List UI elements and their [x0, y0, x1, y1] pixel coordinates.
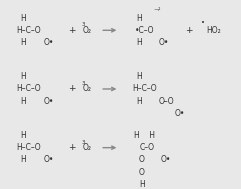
- Text: 3: 3: [81, 22, 85, 27]
- Text: H–C–O: H–C–O: [16, 143, 41, 152]
- Text: H: H: [139, 180, 145, 189]
- Text: •C–O: •C–O: [134, 26, 154, 35]
- Text: +: +: [68, 26, 75, 35]
- Text: H: H: [20, 14, 26, 22]
- Text: O₂: O₂: [83, 26, 92, 35]
- Text: O•: O•: [161, 155, 171, 164]
- Text: H: H: [136, 97, 142, 106]
- Text: H: H: [136, 38, 142, 47]
- Text: 3: 3: [81, 139, 85, 145]
- Text: +: +: [185, 26, 192, 35]
- Text: O: O: [139, 155, 145, 164]
- Text: O₂: O₂: [83, 84, 92, 94]
- Text: HO₂: HO₂: [207, 26, 221, 35]
- Text: H: H: [20, 131, 26, 140]
- Text: C–O: C–O: [139, 143, 154, 152]
- Text: +: +: [68, 84, 75, 94]
- Text: H–C–O: H–C–O: [16, 26, 41, 35]
- Text: +: +: [68, 143, 75, 152]
- Text: O•: O•: [43, 155, 54, 164]
- Text: O•: O•: [174, 109, 185, 118]
- Text: H: H: [20, 97, 26, 106]
- Text: H    H: H H: [134, 131, 155, 140]
- Text: H: H: [136, 14, 142, 22]
- Text: H: H: [136, 72, 142, 81]
- Text: H: H: [20, 38, 26, 47]
- Text: O•: O•: [159, 38, 169, 47]
- Text: O•: O•: [43, 97, 54, 106]
- Text: O–O: O–O: [158, 97, 174, 106]
- Text: O•: O•: [43, 38, 54, 47]
- Text: H–C–O: H–C–O: [16, 84, 41, 94]
- Text: O: O: [139, 168, 145, 177]
- Text: O₂: O₂: [83, 143, 92, 152]
- Text: H–C–O: H–C–O: [132, 84, 157, 94]
- Text: H: H: [20, 72, 26, 81]
- Text: •: •: [201, 20, 205, 26]
- Text: 3: 3: [81, 81, 85, 86]
- Text: H: H: [20, 155, 26, 164]
- Text: ¬¹: ¬¹: [154, 8, 161, 13]
